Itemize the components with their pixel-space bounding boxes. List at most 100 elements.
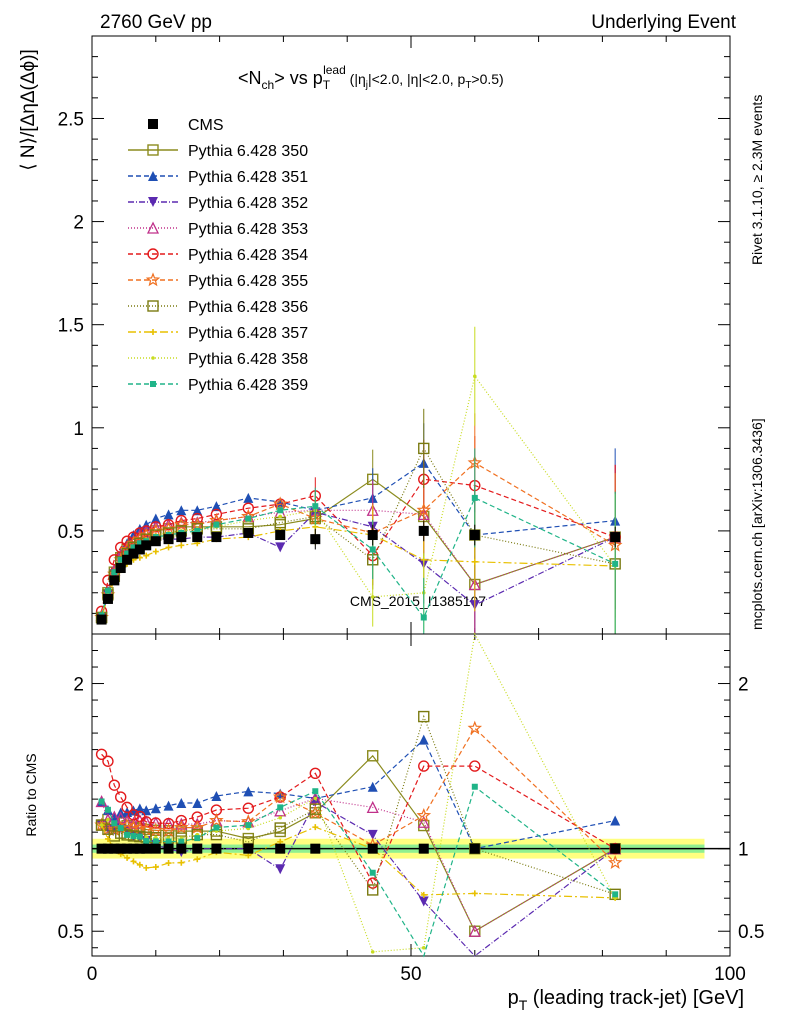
main-ytick-label: 2 <box>73 213 84 234</box>
ratio-series-layer <box>94 632 623 958</box>
ratio-point-cms <box>141 843 152 854</box>
legend-entry-358: Pythia 6.428 358 <box>128 351 308 368</box>
point-357 <box>152 548 159 555</box>
ratio-point-355 <box>467 720 483 735</box>
ratio-point-357 <box>178 859 185 866</box>
point-cms <box>610 532 621 543</box>
point-355 <box>272 496 288 511</box>
point-cms <box>469 530 480 541</box>
ratio-ytick-label-left: 1 <box>73 840 84 861</box>
ratio-point-351 <box>211 790 222 801</box>
ratio-ytick-labels: 0.5 0.5 1 1 2 2 <box>58 675 765 944</box>
ratio-line-353 <box>101 797 616 933</box>
point-358 <box>278 514 283 519</box>
ratio-point-354 <box>108 779 121 791</box>
ratio-panel: 0.5 0.5 1 1 2 2 0 50 100 Ratio to CMS <box>23 632 765 985</box>
ratio-point-359 <box>104 806 111 813</box>
point-359 <box>117 556 124 563</box>
legend-label-350: Pythia 6.428 350 <box>188 143 308 160</box>
ratio-line-359 <box>101 785 616 958</box>
ratio-point-358 <box>99 823 104 827</box>
ratio-point-354 <box>175 814 188 827</box>
ratio-point-359 <box>471 783 478 790</box>
legend-label-354: Pythia 6.428 354 <box>188 247 308 264</box>
ratio-point-357 <box>136 861 143 868</box>
point-354 <box>210 508 223 521</box>
ratio-point-cms <box>367 843 378 854</box>
main-ytick-label: 2.5 <box>58 109 84 130</box>
ratio-series-352 <box>96 797 621 957</box>
legend-marker-cms <box>148 119 158 129</box>
legend-marker-359 <box>150 381 156 387</box>
point-357 <box>178 542 185 549</box>
point-358 <box>370 595 375 599</box>
legend-marker-351 <box>148 171 158 181</box>
ratio-point-359 <box>277 804 284 811</box>
ratio-point-cms <box>102 843 113 854</box>
ratio-ytick-label-right: 1 <box>738 840 749 861</box>
point-359 <box>111 569 118 576</box>
ratio-point-354 <box>95 748 108 761</box>
point-354 <box>162 519 175 531</box>
ratio-point-356 <box>418 710 430 723</box>
ratio-series-358 <box>99 632 617 954</box>
ratio-point-359 <box>130 832 137 839</box>
legend-marker-356 <box>147 300 159 312</box>
point-cms <box>150 536 161 547</box>
ratio-point-359 <box>312 788 319 795</box>
ratio-point-357 <box>104 835 111 842</box>
ratio-point-359 <box>124 831 131 838</box>
legend-entry-359: Pythia 6.428 359 <box>128 377 308 394</box>
ratio-point-cms <box>134 843 145 854</box>
point-cms <box>367 530 378 541</box>
main-ytick-labels: 0.5 1 1.5 2 2.5 <box>58 109 84 542</box>
point-357 <box>471 558 478 565</box>
ratio-point-352 <box>275 864 286 875</box>
main-ytick-label: 1 <box>73 419 84 440</box>
series-line-354 <box>101 478 616 612</box>
ratio-point-350 <box>418 819 430 832</box>
point-351 <box>176 505 187 516</box>
legend-marker-355 <box>145 272 161 287</box>
ratio-line-358 <box>101 632 616 953</box>
series-line-352 <box>101 511 616 618</box>
ratio-ytick-label-right: 2 <box>738 675 749 696</box>
ratio-series-351 <box>96 734 621 854</box>
ratio-point-cms <box>150 843 161 854</box>
header-right: Underlying Event <box>591 12 736 33</box>
ratio-ticks <box>91 634 731 956</box>
title-sub-t: T <box>323 78 331 92</box>
series-line-358 <box>101 374 616 618</box>
point-359 <box>369 546 376 553</box>
point-359 <box>104 587 111 594</box>
series-355 <box>94 413 623 624</box>
point-359 <box>124 550 131 557</box>
series-line-355 <box>101 462 616 618</box>
xlabel-rest: (leading track-jet) [GeV] <box>527 987 744 1009</box>
point-cms <box>310 534 321 545</box>
point-359 <box>136 540 143 547</box>
ratio-point-cms <box>418 843 429 854</box>
ratio-point-357 <box>312 824 319 831</box>
ratio-point-354 <box>150 817 162 829</box>
mcplots-label: mcplots.cern.ch [arXiv:1306.3436] <box>749 418 765 630</box>
legend-entry-357: Pythia 6.428 357 <box>128 325 308 342</box>
legend: CMS Pythia 6.428 350 Pythia 6.428 351 Pythi… <box>128 117 308 394</box>
main-chart-title: <Nch> vs pTlead (|ηj|<2.0, |η|<2.0, pT>0… <box>238 63 504 92</box>
ratio-point-cms <box>310 843 321 854</box>
ratio-point-357 <box>420 891 427 898</box>
point-354 <box>150 521 162 533</box>
ratio-band <box>92 838 730 859</box>
ratio-point-358 <box>421 945 426 950</box>
point-cms <box>102 593 113 604</box>
point-359 <box>420 614 427 621</box>
legend-marker-358 <box>151 356 155 360</box>
legend-label-351: Pythia 6.428 351 <box>188 169 308 186</box>
ratio-point-352 <box>418 896 429 907</box>
point-359 <box>277 507 284 514</box>
ratio-point-351 <box>176 797 187 808</box>
point-359 <box>245 515 252 522</box>
ratio-point-353 <box>274 804 287 817</box>
legend-entry-cms: CMS <box>148 117 224 134</box>
ratio-point-355 <box>607 855 623 869</box>
